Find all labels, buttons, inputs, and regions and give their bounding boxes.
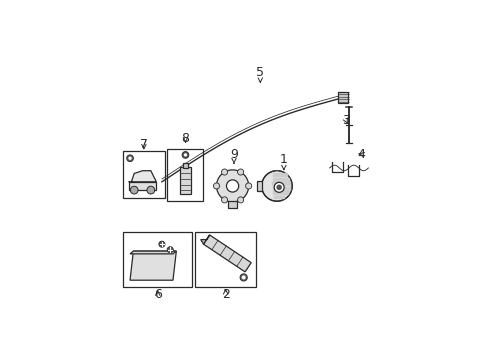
Polygon shape (130, 251, 176, 280)
Bar (183, 163, 188, 168)
Circle shape (167, 247, 173, 253)
Polygon shape (203, 235, 251, 272)
Bar (180, 167, 191, 194)
Circle shape (146, 186, 154, 194)
Circle shape (237, 169, 243, 175)
Circle shape (130, 186, 138, 194)
Circle shape (240, 274, 247, 281)
Text: 8: 8 (181, 132, 189, 145)
Circle shape (221, 197, 227, 203)
Text: 3: 3 (342, 114, 349, 127)
Text: 2: 2 (221, 288, 229, 301)
Circle shape (237, 197, 243, 203)
Circle shape (245, 183, 251, 189)
Polygon shape (200, 235, 209, 244)
Circle shape (226, 180, 238, 192)
Circle shape (261, 171, 292, 201)
Text: 1: 1 (279, 153, 287, 170)
Circle shape (128, 157, 131, 160)
Bar (195, 232, 256, 287)
Text: 7: 7 (140, 138, 147, 151)
Bar (167, 149, 203, 201)
Polygon shape (128, 171, 156, 182)
Bar (123, 232, 192, 287)
Circle shape (276, 185, 282, 190)
Bar (256, 181, 262, 191)
Circle shape (182, 152, 188, 158)
Circle shape (221, 169, 227, 175)
Circle shape (216, 170, 248, 202)
Circle shape (274, 183, 284, 192)
Polygon shape (130, 251, 176, 254)
Circle shape (183, 153, 187, 157)
Text: 4: 4 (357, 148, 365, 161)
Text: 5: 5 (256, 66, 264, 82)
FancyBboxPatch shape (337, 92, 348, 103)
Circle shape (126, 155, 133, 162)
Bar (123, 151, 164, 198)
Bar (228, 202, 236, 208)
Circle shape (213, 183, 219, 189)
Polygon shape (128, 182, 156, 190)
Text: 9: 9 (229, 148, 238, 163)
Circle shape (241, 275, 245, 279)
Text: 6: 6 (154, 288, 162, 301)
Circle shape (159, 241, 164, 247)
